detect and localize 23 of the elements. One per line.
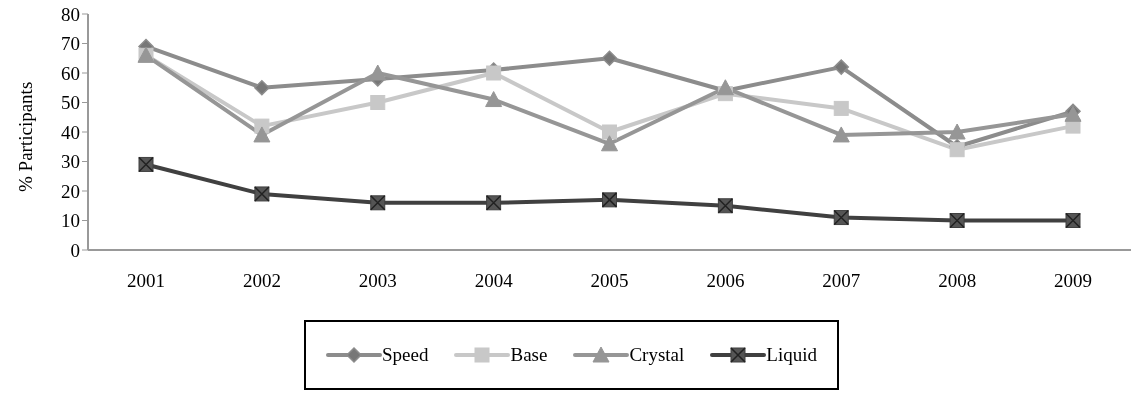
x-tick-label: 2006 [706,270,745,292]
x-tick-label: 2005 [590,270,629,292]
y-tick-label: 80 [61,3,80,25]
x-tick-label: 2001 [127,270,165,292]
legend-label: Crystal [629,344,685,366]
y-tick-label: 30 [61,151,80,173]
legend-label: Liquid [766,344,817,366]
x-tick-label: 2007 [822,270,861,292]
y-tick-label: 20 [61,180,80,202]
legend-label: Base [510,344,548,366]
x-tick-label: 2002 [242,270,281,292]
y-tick-label: 0 [70,239,80,261]
y-tick-label: 60 [61,62,80,84]
legend-label: Speed [382,344,429,366]
y-tick-label: 70 [61,33,80,55]
y-tick-label: 10 [61,210,80,232]
y-tick-label: 50 [61,92,80,114]
y-axis-title: % Participants [14,81,36,192]
x-tick-label: 2009 [1054,270,1092,292]
x-tick-label: 2003 [358,270,397,292]
x-tick-label: 2004 [474,270,514,292]
y-tick-label: 40 [61,121,80,143]
x-tick-label: 2008 [938,270,977,292]
